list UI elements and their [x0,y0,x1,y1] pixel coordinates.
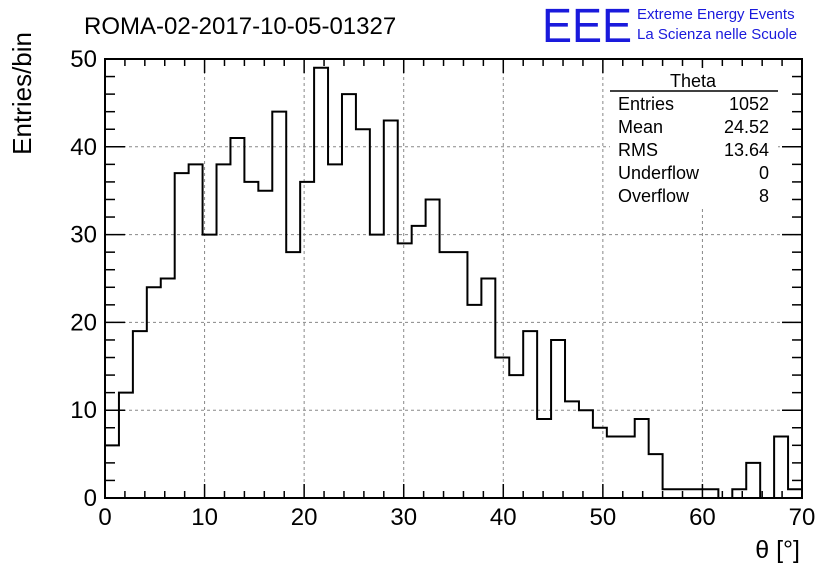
stats-title: Theta [670,71,717,91]
x-tick-label: 70 [789,504,816,531]
y-tick-label: 20 [70,309,97,336]
logo-line-2: La Scienza nelle Scuole [637,26,797,43]
stats-value: 8 [759,186,769,206]
stats-value: 13.64 [724,140,769,160]
x-tick-label: 0 [98,504,111,531]
stats-label: Overflow [618,186,690,206]
axis-ticks [104,58,803,499]
x-axis-label: θ [°] [755,536,800,564]
stats-box: Theta Entries 1052 Mean 24.52 RMS 13.64 Underf… [610,68,778,208]
histogram-outline [104,66,803,499]
x-tick-label: 50 [590,504,617,531]
y-tick-label: 0 [84,485,97,512]
stats-rows: Entries 1052 Mean 24.52 RMS 13.64 Underflow 0 Ov… [618,94,769,206]
stats-label: Underflow [618,163,700,183]
stats-label: Entries [618,94,674,114]
stats-label: RMS [618,140,658,160]
eee-logo: EEE Extreme Energy Events La Scienza nel… [542,0,797,53]
y-axis-label: Entries/bin [7,32,37,155]
x-tick-label: 40 [490,504,517,531]
stats-label: Mean [618,117,663,137]
plot-frame [104,58,803,499]
chart-title: ROMA-02-2017-10-05-01327 [84,13,396,40]
x-tick-label: 60 [689,504,716,531]
y-tick-labels: 0 10 20 30 40 50 [70,46,97,512]
stats-value: 0 [759,163,769,183]
x-tick-label: 20 [291,504,318,531]
x-tick-label: 30 [390,504,417,531]
x-tick-label: 10 [191,504,218,531]
y-tick-label: 50 [70,46,97,73]
stats-value: 1052 [729,94,769,114]
y-tick-label: 40 [70,134,97,161]
x-tick-labels: 0 10 20 30 40 50 60 70 [98,504,815,531]
stats-value: 24.52 [724,117,769,137]
eee-logo-mark: EEE [542,0,632,53]
y-tick-label: 30 [70,222,97,249]
logo-line-1: Extreme Energy Events [637,6,795,23]
y-tick-label: 10 [70,397,97,424]
